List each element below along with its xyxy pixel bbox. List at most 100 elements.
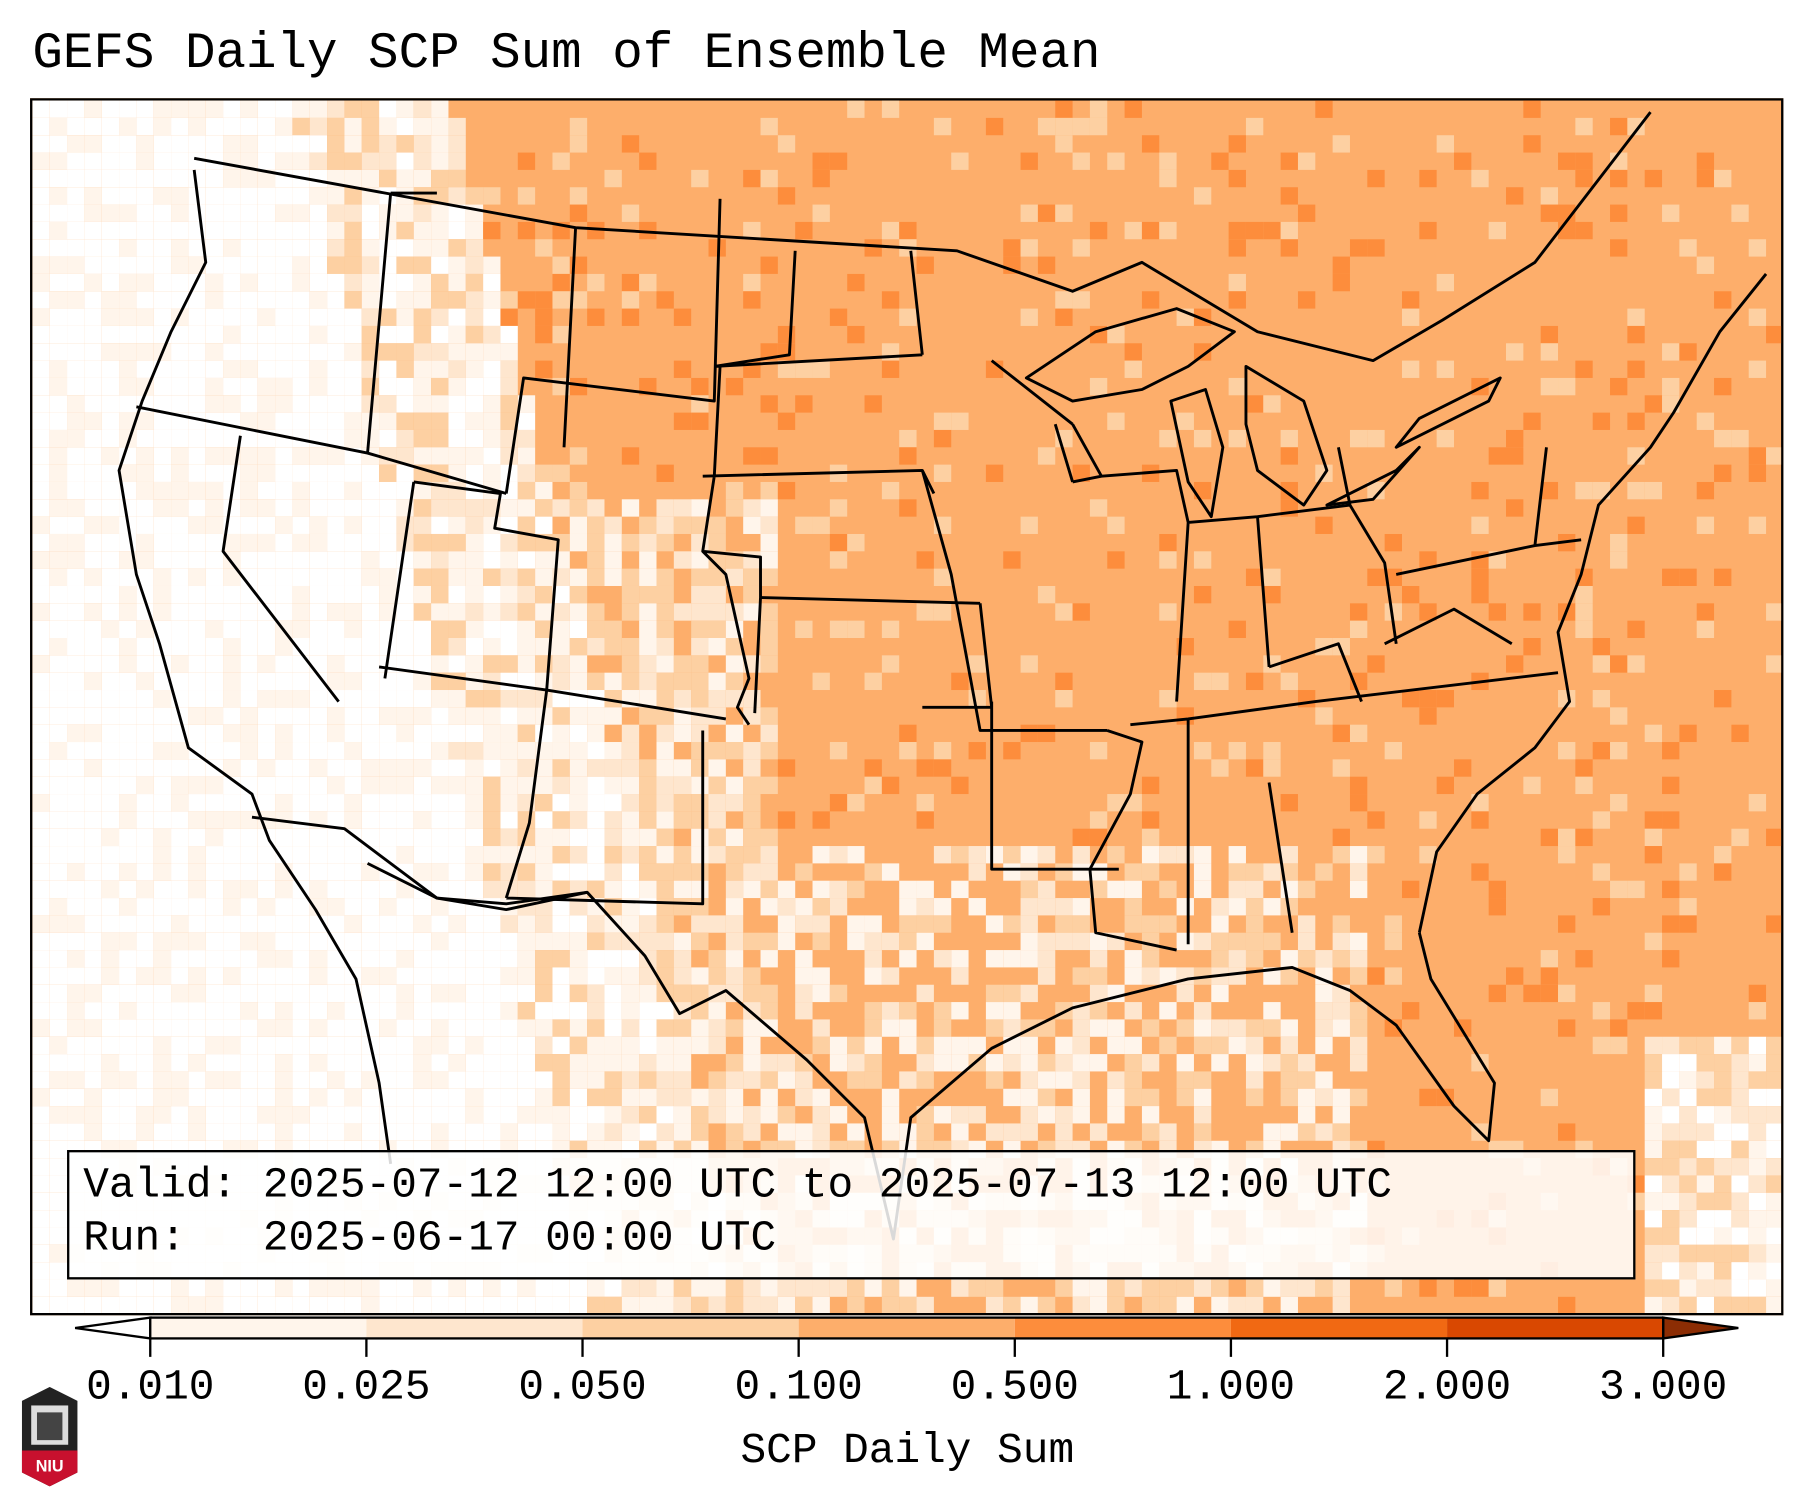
scp-cell [674, 985, 691, 1002]
scp-cell [1541, 205, 1558, 222]
scp-cell [32, 1245, 49, 1262]
scp-cell [1558, 985, 1575, 1002]
scp-cell [1159, 881, 1176, 898]
scp-cell [761, 118, 778, 135]
scp-cell [206, 1071, 223, 1088]
scp-cell [84, 933, 101, 950]
scp-cell [275, 569, 292, 586]
scp-cell [622, 777, 639, 794]
scp-cell [535, 794, 552, 811]
scp-cell [1766, 1297, 1783, 1314]
scp-cell [1038, 933, 1055, 950]
scp-cell [32, 1123, 49, 1140]
scp-cell [1385, 915, 1402, 932]
scp-cell [102, 933, 119, 950]
scp-cell [171, 1002, 188, 1019]
scp-cell [258, 742, 275, 759]
scp-cell [154, 274, 171, 291]
scp-cell [240, 378, 257, 395]
scp-cell [275, 950, 292, 967]
scp-cell [102, 829, 119, 846]
scp-cell [102, 101, 119, 118]
scp-cell [761, 863, 778, 880]
scp-cell [1263, 1019, 1280, 1036]
scp-cell [882, 1297, 899, 1314]
scp-cell [379, 499, 396, 516]
scp-cell [709, 759, 726, 776]
scp-cell [1385, 742, 1402, 759]
scp-cell [84, 603, 101, 620]
scp-cell [258, 274, 275, 291]
scp-cell [500, 1106, 517, 1123]
scp-cell [414, 742, 431, 759]
scp-cell [102, 447, 119, 464]
scp-cell [570, 621, 587, 638]
scp-cell [709, 621, 726, 638]
scp-cell [431, 638, 448, 655]
scp-cell [1593, 690, 1610, 707]
scp-cell [1125, 915, 1142, 932]
scp-cell [206, 170, 223, 187]
scp-cell [448, 447, 465, 464]
scp-cell [310, 1297, 327, 1314]
scp-cell [431, 690, 448, 707]
scp-cell [136, 430, 153, 447]
scp-cell [32, 465, 49, 482]
scp-cell [414, 309, 431, 326]
scp-cell [466, 1071, 483, 1088]
scp-cell [1766, 1123, 1783, 1140]
scp-cell [518, 517, 535, 534]
scp-cell [570, 811, 587, 828]
scp-cell [84, 499, 101, 516]
scp-cell [154, 915, 171, 932]
scp-cell [865, 395, 882, 412]
scp-cell [258, 465, 275, 482]
scp-cell [483, 1037, 500, 1054]
scp-cell [483, 413, 500, 430]
scp-cell [1679, 863, 1696, 880]
scp-cell [969, 742, 986, 759]
scp-cell [431, 1054, 448, 1071]
scp-cell [483, 690, 500, 707]
scp-cell [1038, 1089, 1055, 1106]
scp-cell [1333, 135, 1350, 152]
scp-cell [1246, 1037, 1263, 1054]
scp-cell [84, 811, 101, 828]
scp-cell [570, 846, 587, 863]
scp-cell [292, 257, 309, 274]
scp-cell [188, 777, 205, 794]
scp-cell [778, 759, 795, 776]
scp-cell [84, 1123, 101, 1140]
scp-cell [500, 638, 517, 655]
scp-cell [1177, 1297, 1194, 1314]
scp-cell [448, 707, 465, 724]
scp-cell [1593, 655, 1610, 672]
scp-cell [1333, 1089, 1350, 1106]
scp-cell [327, 1037, 344, 1054]
scp-cell [1679, 1227, 1696, 1244]
scp-cell [535, 967, 552, 984]
scp-cell [379, 1019, 396, 1036]
scp-cell [275, 794, 292, 811]
scp-cell [32, 1193, 49, 1210]
scp-cell [656, 586, 673, 603]
scp-cell [865, 759, 882, 776]
scp-cell [327, 1071, 344, 1088]
scp-cell [656, 1297, 673, 1314]
scp-cell [986, 950, 1003, 967]
scp-cell [188, 933, 205, 950]
scp-cell [1766, 1262, 1783, 1279]
scp-cell [570, 135, 587, 152]
scp-cell [622, 1089, 639, 1106]
scp-cell [310, 447, 327, 464]
scp-cell [1003, 239, 1020, 256]
scp-cell [327, 759, 344, 776]
scp-cell [726, 794, 743, 811]
scp-cell [362, 239, 379, 256]
scp-cell [67, 707, 84, 724]
scp-cell [934, 898, 951, 915]
scp-cell [171, 655, 188, 672]
scp-cell [258, 1123, 275, 1140]
scp-cell [136, 343, 153, 360]
scp-cell [396, 551, 413, 568]
